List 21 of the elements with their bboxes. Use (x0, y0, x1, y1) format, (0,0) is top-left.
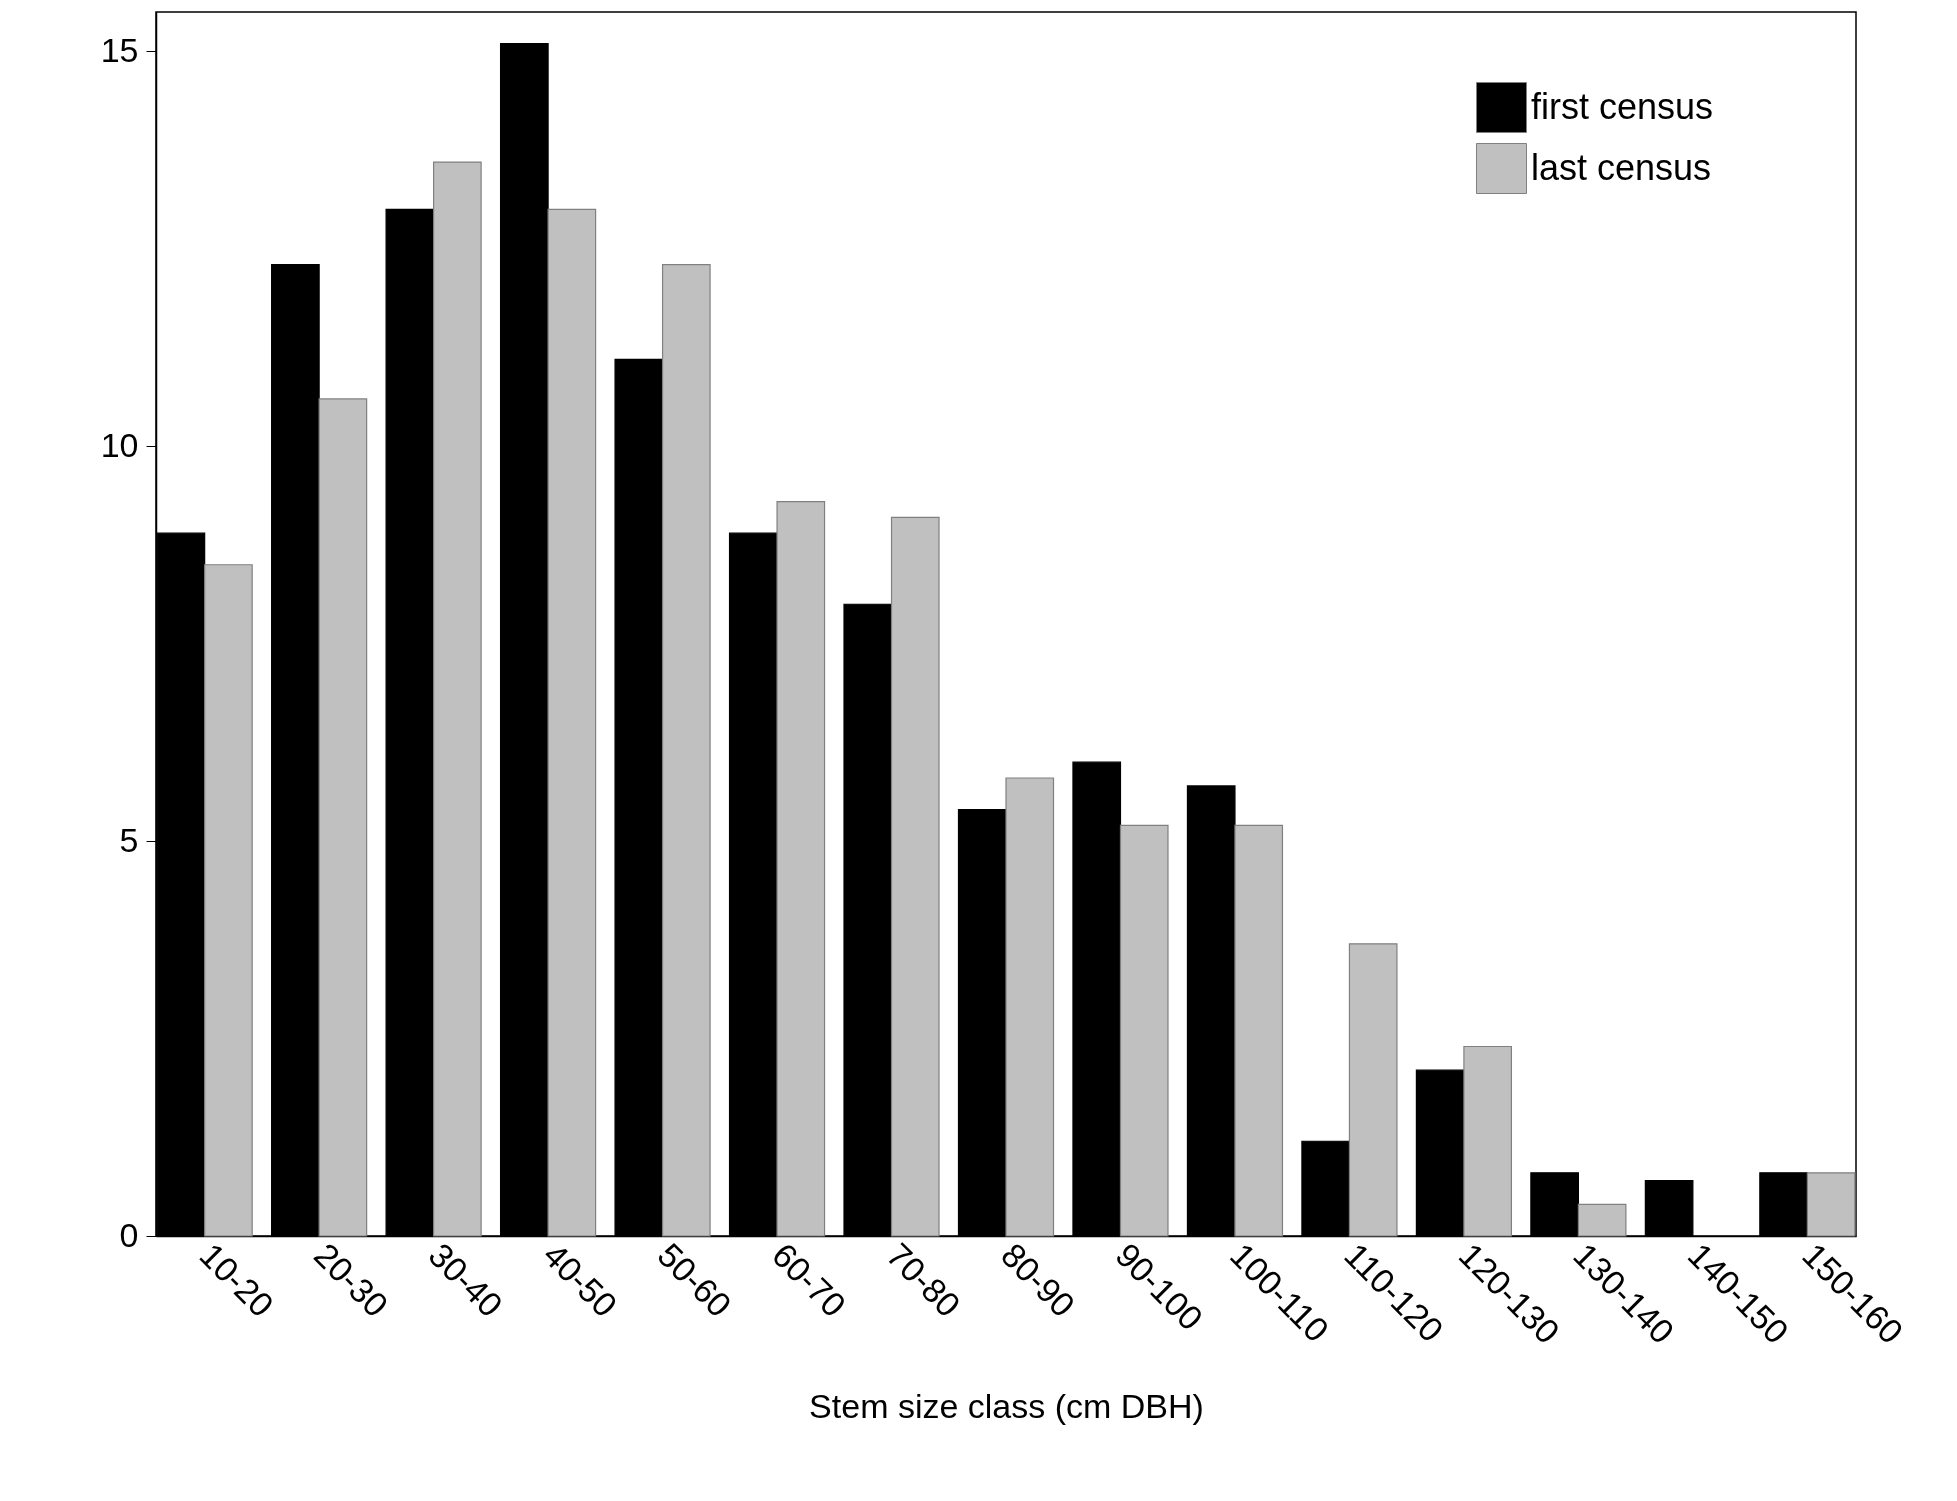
bar (204, 564, 253, 1237)
y-tick-label: 5 (119, 820, 139, 859)
y-tick-label: 0 (119, 1215, 139, 1254)
y-tick-label: 10 (100, 425, 139, 464)
bar (661, 264, 711, 1237)
bar (1234, 824, 1284, 1237)
bar (1463, 1045, 1513, 1237)
legend-label: last census (1531, 146, 1712, 188)
bar (1348, 943, 1398, 1237)
bar (318, 398, 368, 1237)
y-tick-label: 15 (100, 30, 139, 69)
bar (1119, 824, 1169, 1237)
x-axis-title: Stem size class (cm DBH) (809, 1386, 1204, 1425)
bar (1577, 1203, 1627, 1237)
bar (433, 161, 482, 1237)
legend-label: first census (1531, 85, 1714, 127)
bar (547, 208, 597, 1237)
bar (890, 516, 940, 1237)
bar (1806, 1172, 1856, 1237)
bar (776, 501, 826, 1237)
bar (1005, 777, 1055, 1237)
